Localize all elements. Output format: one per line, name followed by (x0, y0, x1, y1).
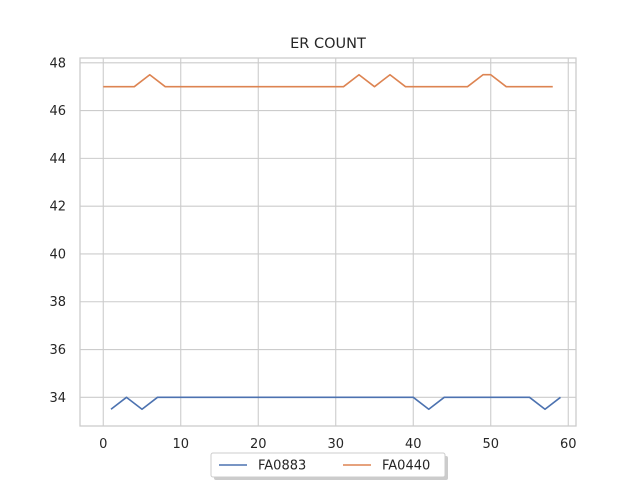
y-tick-label: 42 (49, 200, 66, 215)
legend-label-2: FA0440 (382, 459, 430, 474)
legend-box (210, 452, 446, 478)
x-tick-label: 0 (99, 437, 107, 452)
series-line-1 (110, 396, 561, 411)
plot-area: 0 10 20 30 40 50 60 34 36 38 40 42 44 46 48 (49, 56, 577, 452)
y-tick-label: 40 (49, 247, 66, 262)
x-tick-label: 40 (405, 437, 422, 452)
y-tick-label: 38 (49, 295, 66, 310)
x-tick-label: 30 (327, 437, 344, 452)
legend-label-1: FA0883 (258, 459, 306, 474)
y-tick-label: 36 (49, 343, 66, 358)
legend[interactable]: FA0883 FA0440 (210, 452, 448, 480)
axes-frame (79, 57, 577, 427)
x-tick-label: 20 (250, 437, 267, 452)
chart-title: ER COUNT (290, 36, 366, 52)
y-tick-label: 48 (49, 56, 66, 71)
x-tick-label: 50 (482, 437, 499, 452)
y-tick-label: 46 (49, 104, 66, 119)
x-tick-label: 60 (560, 437, 577, 452)
y-tick-label: 44 (49, 152, 66, 167)
x-tick-label: 10 (172, 437, 189, 452)
y-tick-label: 34 (49, 391, 66, 406)
series-line-2 (103, 73, 553, 88)
